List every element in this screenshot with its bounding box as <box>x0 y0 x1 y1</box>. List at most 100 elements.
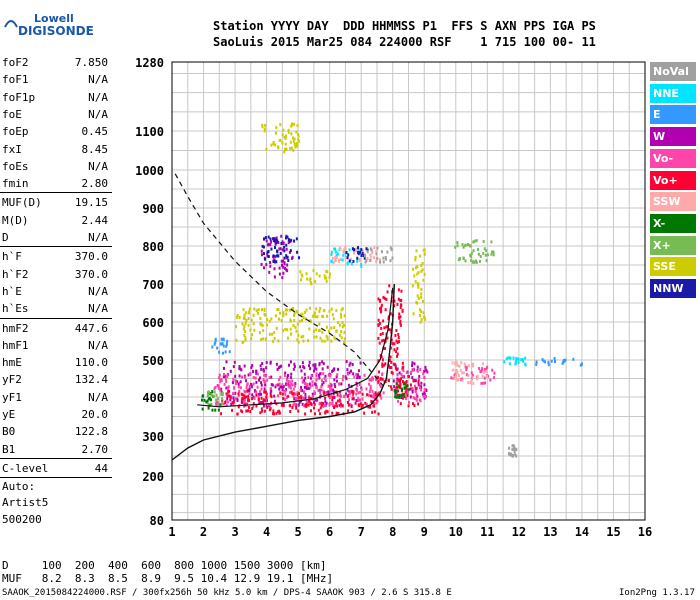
echo-point <box>263 127 266 131</box>
echo-point <box>261 123 264 127</box>
echo-point <box>290 332 293 336</box>
echo-point <box>319 306 322 310</box>
echo-point <box>320 401 323 405</box>
echo-point <box>261 244 264 248</box>
echo-point <box>462 371 465 375</box>
echo-point <box>524 356 527 360</box>
y-tick-label: 400 <box>142 391 164 405</box>
echo-point <box>340 315 343 319</box>
echo-point <box>318 412 321 416</box>
echo-point <box>244 336 247 340</box>
echo-point <box>288 380 291 384</box>
echo-point <box>308 396 311 400</box>
echo-point <box>377 297 380 301</box>
echo-point <box>301 380 304 384</box>
echo-point <box>379 298 382 302</box>
echo-point <box>416 272 419 276</box>
echo-point <box>281 133 284 137</box>
echo-point <box>277 339 280 343</box>
echo-point <box>340 308 343 312</box>
echo-point <box>248 384 251 388</box>
echo-point <box>288 308 291 312</box>
echo-point <box>317 388 320 392</box>
echo-point <box>289 386 292 390</box>
echo-point <box>456 244 459 248</box>
echo-point <box>413 274 416 278</box>
echo-point <box>278 411 281 415</box>
echo-point <box>274 246 277 250</box>
param-name: h`F <box>2 250 22 264</box>
x-tick-label: 13 <box>543 525 557 539</box>
echo-point <box>291 255 294 259</box>
echo-point <box>511 448 514 452</box>
echo-point <box>287 130 290 134</box>
echo-point <box>353 251 356 255</box>
echo-point <box>366 248 369 252</box>
param-value: 110.0 <box>74 356 108 370</box>
param-value: 2.44 <box>81 213 109 227</box>
echo-point <box>247 398 250 402</box>
auto-code: 500200 <box>2 513 42 526</box>
echo-point <box>213 342 216 346</box>
echo-point <box>265 361 268 365</box>
echo-point <box>300 278 303 282</box>
echo-point <box>243 313 246 317</box>
echo-point <box>412 402 415 406</box>
echo-point <box>352 390 355 394</box>
echo-point <box>211 345 214 349</box>
echo-point <box>418 375 421 379</box>
plot-frame <box>171 61 646 521</box>
echo-point <box>344 375 347 379</box>
echo-point <box>492 253 495 257</box>
echo-point <box>245 311 248 315</box>
echo-point <box>479 255 482 259</box>
echo-point <box>315 272 318 276</box>
echo-point <box>329 386 332 390</box>
echo-point <box>318 322 321 326</box>
echo-point <box>485 259 488 263</box>
echo-point <box>412 312 415 316</box>
echo-point <box>401 366 404 370</box>
echo-point <box>297 133 300 137</box>
echo-point <box>266 318 269 322</box>
echo-point <box>456 363 459 367</box>
echo-point <box>379 307 382 311</box>
echo-point <box>345 250 348 254</box>
echo-point <box>232 396 235 400</box>
echo-point <box>215 393 218 397</box>
echo-point <box>218 376 221 380</box>
echo-point <box>417 271 420 275</box>
param-name: foF1p <box>2 90 36 104</box>
echo-point <box>308 395 311 399</box>
echo-point <box>515 454 518 458</box>
echo-point <box>275 241 278 245</box>
echo-point <box>335 329 338 333</box>
echo-point <box>243 398 246 402</box>
echo-point <box>391 371 394 375</box>
echo-point <box>384 257 387 261</box>
echo-point <box>295 144 298 148</box>
echo-point <box>327 391 330 395</box>
echo-point <box>299 270 302 274</box>
echo-point <box>347 253 350 257</box>
echo-point <box>340 330 343 334</box>
echo-point <box>363 411 366 415</box>
param-row: MUF(D) 19.15 <box>2 196 108 210</box>
echo-point <box>261 125 264 129</box>
echo-point <box>377 375 380 379</box>
echo-point <box>333 378 336 382</box>
echo-point <box>348 259 351 263</box>
echo-point <box>464 365 467 369</box>
echo-point <box>239 386 242 390</box>
x-tick-label: 14 <box>575 525 589 539</box>
echo-point <box>229 395 232 399</box>
echo-point <box>366 250 369 254</box>
echo-point <box>335 309 338 313</box>
legend-item: Vo+ <box>650 170 696 190</box>
echo-point <box>224 377 227 381</box>
echo-point <box>324 374 327 378</box>
echo-point <box>425 368 428 372</box>
echo-point <box>316 398 319 402</box>
file-info: SAAOK_2015084224000.RSF / 300fx256h 50 k… <box>2 588 452 598</box>
echo-point <box>289 146 292 150</box>
